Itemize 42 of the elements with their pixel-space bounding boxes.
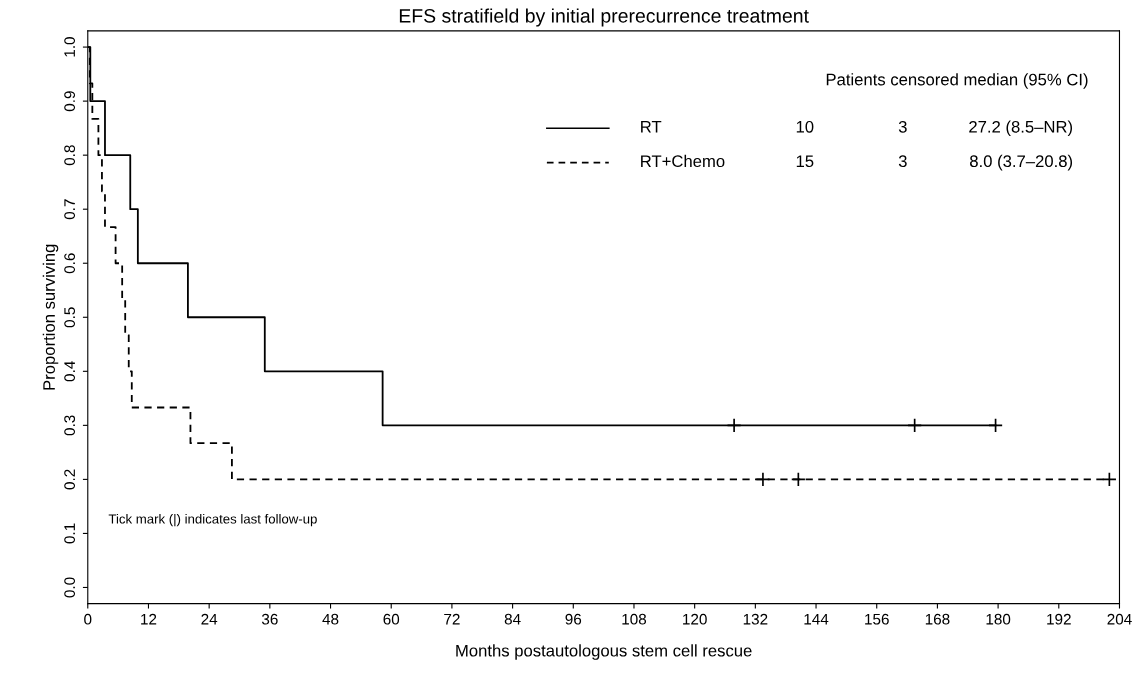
y-tick-label: 0.5 — [64, 307, 76, 328]
annotation: 3 — [898, 120, 907, 133]
y-tick-label: 0.1 — [64, 523, 76, 544]
annotation: 8.0 (3.7–20.8) — [970, 154, 1073, 171]
x-tick-label: 204 — [1107, 613, 1132, 625]
x-tick-label: 24 — [201, 613, 218, 625]
x-tick-label: 120 — [683, 613, 707, 625]
y-tick-label: 0.0 — [64, 577, 76, 598]
annotation: Tick mark (|) indicates last follow-up — [108, 513, 317, 527]
chart-title: EFS stratifield by initial prerecurrence treatment — [399, 8, 809, 27]
x-tick-label: 36 — [261, 613, 278, 625]
annotation: 3 — [898, 155, 907, 168]
legend-label: RT+Chemo — [641, 154, 725, 168]
x-tick-label: 96 — [565, 613, 582, 625]
y-tick-label: 0.8 — [64, 145, 76, 166]
x-tick-label: 72 — [444, 613, 460, 625]
annotation: 27.2 (8.5–NR) — [969, 120, 1073, 137]
x-tick-label: 108 — [622, 613, 647, 625]
annotation: 10 — [796, 120, 814, 133]
x-tick-label: 180 — [986, 613, 1011, 625]
legend-title: Patients censored median (95% CI) — [826, 73, 1088, 89]
x-tick-label: 12 — [141, 613, 157, 625]
annotation: 15 — [796, 155, 814, 168]
y-axis-title: Proportion surviving — [42, 244, 59, 390]
x-axis-title: Months postautologous stem cell rescue — [456, 644, 752, 660]
y-tick-label: 0.9 — [64, 91, 76, 112]
x-tick-label: 84 — [504, 613, 521, 625]
x-tick-label: 168 — [925, 613, 950, 625]
x-tick-label: 132 — [743, 613, 768, 625]
x-tick-label: 192 — [1047, 613, 1071, 625]
y-tick-label: 0.4 — [64, 361, 76, 382]
y-tick-label: 1.0 — [64, 37, 76, 57]
x-tick-label: 60 — [383, 613, 400, 625]
y-tick-label: 0.2 — [64, 469, 76, 490]
x-tick-label: 0 — [84, 613, 92, 625]
y-tick-label: 0.3 — [64, 415, 76, 436]
x-tick-label: 48 — [322, 613, 339, 625]
x-tick-label: 144 — [804, 613, 829, 625]
legend-label: RT — [641, 121, 662, 133]
y-tick-label: 0.6 — [64, 253, 76, 274]
y-tick-label: 0.7 — [64, 199, 76, 220]
x-tick-label: 156 — [865, 613, 889, 625]
